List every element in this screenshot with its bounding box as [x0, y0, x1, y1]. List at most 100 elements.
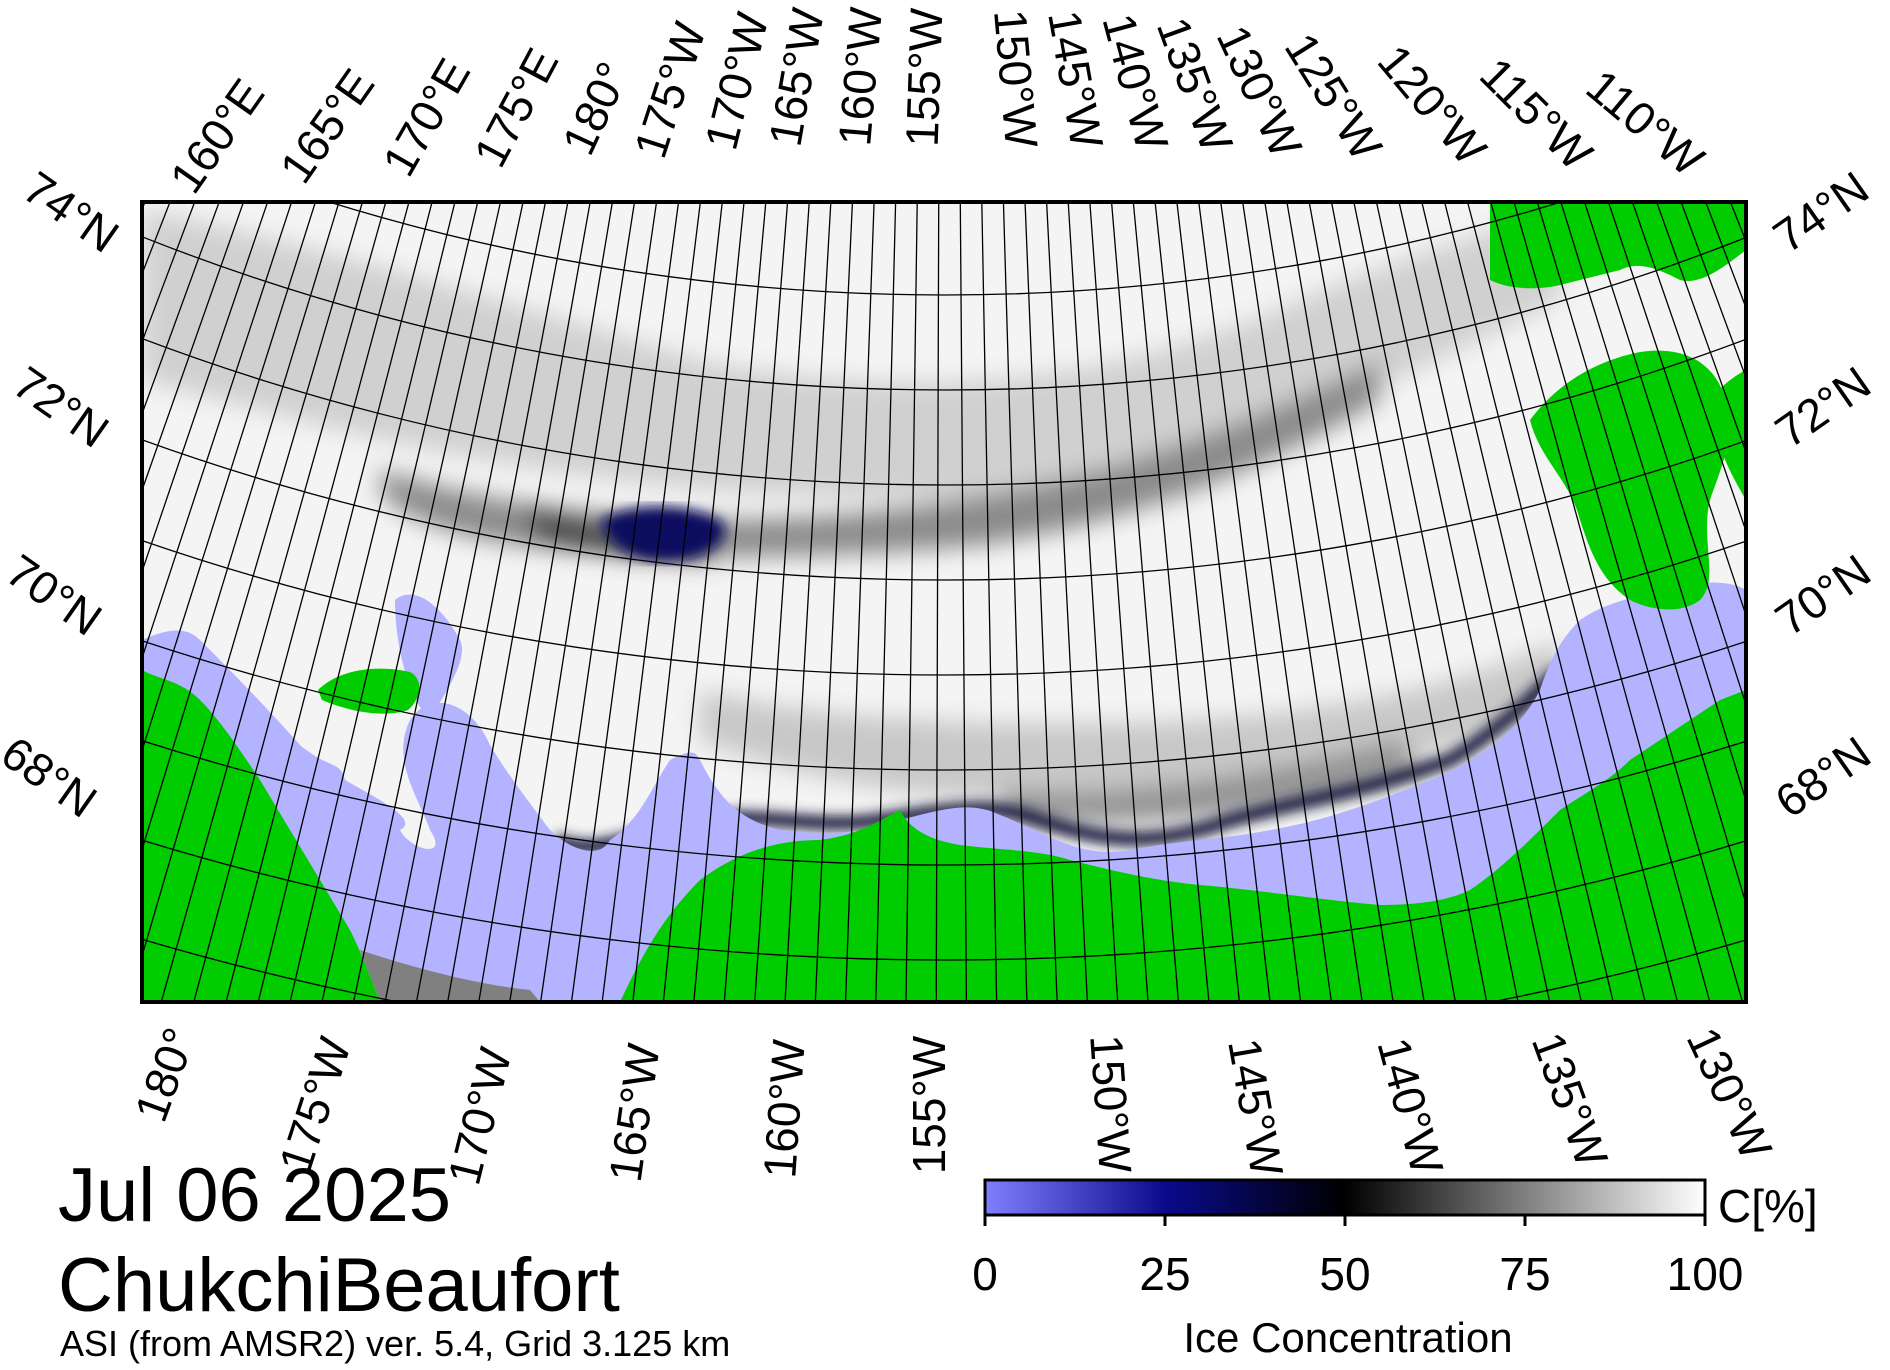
- latitude-line: [329, 202, 1561, 296]
- meridian-line: [601, 202, 702, 1002]
- meridian-line: [1490, 202, 1711, 1002]
- colorbar: 0 25 50 75 100 C[%] Ice Concentration: [972, 1178, 1818, 1361]
- meridian-line: [1242, 202, 1363, 1002]
- open-water: [142, 582, 1746, 1002]
- meridian-line: [632, 202, 723, 1002]
- top-lon-label: 175°E: [463, 40, 568, 176]
- bottom-lon-label: 145°W: [1218, 1034, 1293, 1180]
- meridian-line: [814, 202, 854, 1002]
- meridian-line: [225, 202, 433, 1002]
- left-lat-label: 70°N: [0, 544, 111, 646]
- left-lat-label: 74°N: [14, 161, 128, 263]
- graticule: [0, 0, 1890, 1002]
- meridian-line: [1308, 202, 1457, 1002]
- no-data-region: [360, 950, 540, 1002]
- colorbar-unit: C[%]: [1718, 1180, 1818, 1232]
- left-latitude-labels: 74°N 72°N 70°N 68°N: [0, 161, 128, 828]
- meridian-line: [0, 0, 15, 826]
- meridian-line: [1375, 202, 1551, 1002]
- meridian-line: [142, 202, 293, 661]
- meridian-line: [1154, 202, 1241, 1002]
- meridian-line: [1865, 0, 1890, 835]
- map-area: [0, 0, 1890, 1002]
- colorbar-gradient: [983, 1178, 1707, 1217]
- top-lon-label: 110°W: [1577, 59, 1714, 186]
- top-longitude-labels: 160°E 165°E 170°E 175°E 180° 175°W 170°W…: [160, 4, 1715, 202]
- right-lat-label: 68°N: [1766, 726, 1880, 828]
- meridian-line: [415, 202, 569, 1002]
- meridian-line: [193, 202, 410, 1002]
- top-lon-label: 120°W: [1368, 35, 1497, 175]
- meridian-line: [662, 202, 745, 1002]
- right-lat-label: 70°N: [1766, 544, 1880, 646]
- meridian-line: [0, 0, 33, 841]
- right-latitude-labels: 74°N 72°N 70°N 68°N: [1764, 161, 1880, 828]
- meridian-line: [723, 202, 789, 1002]
- meridian-line: [1883, 0, 1890, 819]
- colorbar-tick-label: 100: [1667, 1248, 1744, 1300]
- meridian-line: [1560, 202, 1746, 804]
- meridian-line: [257, 202, 456, 1002]
- top-lon-label: 160°W: [828, 5, 892, 148]
- meridian-line: [321, 202, 502, 1002]
- bottom-lon-label: 135°W: [1522, 1026, 1618, 1175]
- top-lon-label: 155°W: [896, 7, 953, 148]
- top-lon-label: 160°E: [160, 69, 275, 202]
- meridian-line: [905, 202, 918, 1002]
- meridian-line: [784, 202, 832, 1002]
- meridian-line: [1353, 202, 1519, 1002]
- meridian-line: [1398, 202, 1583, 1002]
- meridian-line: [1110, 202, 1180, 1002]
- meridian-line: [959, 202, 968, 1002]
- meridian-line: [1466, 202, 1679, 1002]
- figure-source: ASI (from AMSR2) ver. 5.4, Grid 3.125 km: [60, 1323, 731, 1364]
- meridian-line: [1176, 202, 1271, 1002]
- bottom-lon-label: 160°W: [753, 1037, 815, 1179]
- figure-region: ChukchiBeaufort: [58, 1243, 620, 1328]
- bottom-lon-label: 180°: [124, 1021, 205, 1128]
- bottom-lon-label: 140°W: [1367, 1032, 1453, 1180]
- bottom-lon-label: 155°W: [903, 1035, 955, 1174]
- top-lon-label: 115°W: [1470, 48, 1603, 181]
- bottom-lon-label: 165°W: [599, 1040, 670, 1185]
- meridian-line: [160, 202, 387, 1002]
- dark-ice-patch: [600, 506, 726, 561]
- colorbar-tick-label: 50: [1319, 1248, 1370, 1300]
- meridian-line: [384, 202, 547, 1002]
- meridian-line: [142, 202, 269, 574]
- meridian-line: [875, 202, 897, 1002]
- meridian-line: [1847, 0, 1890, 850]
- meridian-line: [539, 202, 658, 1002]
- meridian-line: [1421, 202, 1614, 1002]
- meridian-line: [142, 202, 317, 753]
- meridian-line: [693, 202, 767, 1002]
- meridian-line: [289, 202, 479, 1002]
- right-lat-label: 72°N: [1766, 356, 1880, 458]
- meridian-line: [935, 202, 940, 1002]
- meridian-line: [1198, 202, 1302, 1002]
- meridian-line: [1583, 202, 1746, 707]
- meridian-line: [1002, 202, 1028, 1002]
- top-lon-label: 170°E: [372, 50, 480, 185]
- meridian-line: [1264, 202, 1394, 1002]
- meridian-line: [509, 202, 636, 1002]
- meridian-line: [352, 202, 524, 1002]
- meridian-line: [754, 202, 810, 1002]
- meridian-line: [1089, 202, 1149, 1002]
- land-victoria-island: [1710, 370, 1746, 500]
- colorbar-tick-label: 0: [972, 1248, 998, 1300]
- right-lat-label: 74°N: [1764, 161, 1878, 263]
- meridian-line: [1536, 202, 1746, 906]
- left-lat-label: 72°N: [4, 356, 118, 458]
- map-frame: [140, 200, 1748, 1004]
- meridian-line: [1132, 202, 1210, 1002]
- bottom-lon-label: 150°W: [1080, 1033, 1142, 1175]
- bottom-lon-label: 130°W: [1677, 1019, 1783, 1167]
- meridian-line: [981, 202, 998, 1002]
- meridian-line: [1286, 202, 1425, 1002]
- meridian-line: [447, 202, 591, 1002]
- meridian-line: [1330, 202, 1488, 1002]
- meridian-line: [1607, 202, 1746, 618]
- top-lon-label: 150°W: [984, 7, 1048, 150]
